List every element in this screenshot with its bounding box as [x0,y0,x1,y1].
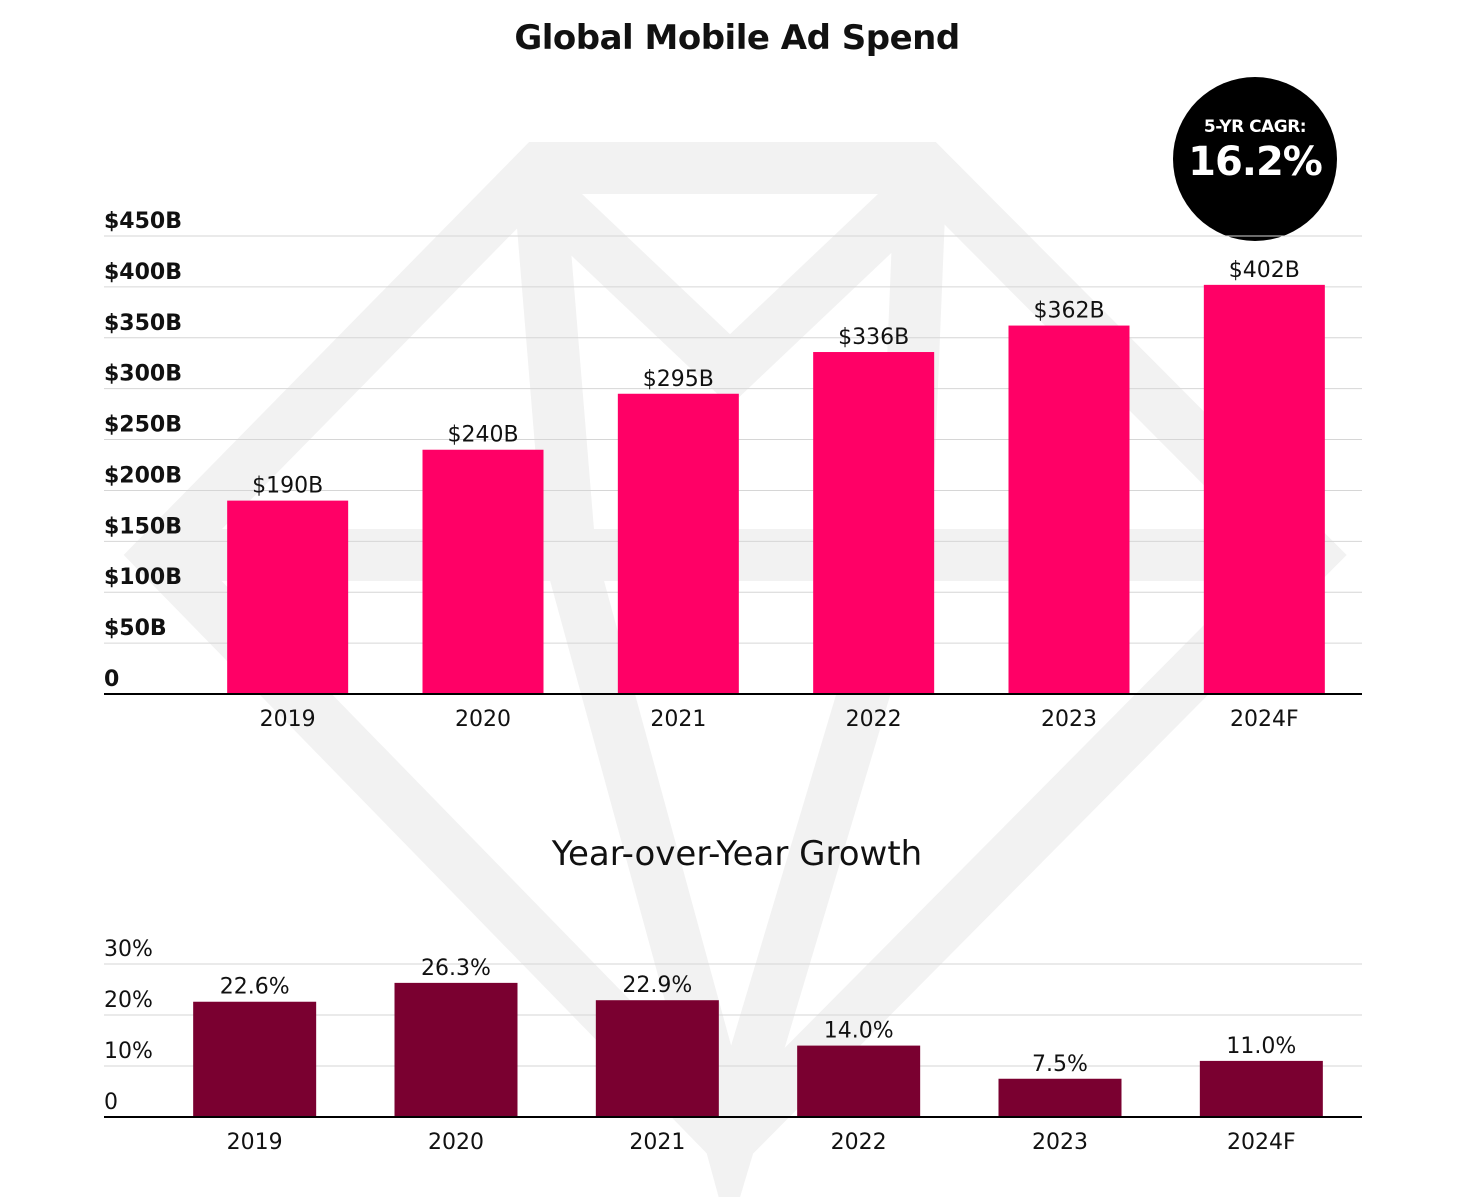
data-label: 22.6% [220,975,290,1000]
x-tick-label: 2023 [1032,1130,1088,1155]
bar [813,352,935,694]
bar [1008,325,1130,694]
y-tick-label: $450B [104,209,182,234]
x-tick-label: 2020 [455,707,511,732]
y-tick-label: $150B [104,514,182,539]
data-label: $336B [838,325,909,350]
cagr-badge-value: 16.2% [1188,139,1323,185]
data-label: $402B [1229,258,1300,283]
x-tick-label: 2022 [846,707,902,732]
x-tick-label: 2019 [260,707,316,732]
y-tick-label: $300B [104,362,182,387]
y-tick-label: $250B [104,413,182,438]
y-tick-label: $100B [104,565,182,590]
y-tick-label: $400B [104,260,182,285]
cagr-badge-label: 5-YR CAGR: [1203,117,1307,137]
bar [998,1078,1122,1117]
x-tick-label: 2024F [1230,707,1299,732]
x-tick-label: 2021 [650,707,706,732]
y-tick-label: 30% [104,937,153,962]
bar [1203,284,1325,694]
chart-title: Global Mobile Ad Spend [514,18,960,58]
bar [227,500,349,694]
bar [394,982,518,1117]
bar [422,449,544,694]
data-label: $295B [643,367,714,392]
bar [1199,1060,1323,1117]
bar [193,1001,317,1117]
data-label: 7.5% [1032,1052,1088,1077]
cagr-badge: 5-YR CAGR: 16.2% [1173,77,1337,241]
bar [617,393,739,694]
ad-spend-bar-chart: 0 $50B $100B $150B $200B $250B $300B $350B $400B… [104,209,1362,732]
bar [797,1045,921,1117]
y-tick-label: 20% [104,988,153,1013]
data-label: 26.3% [421,956,491,981]
bar [595,1000,719,1117]
data-label: 11.0% [1226,1034,1296,1059]
y-tick-label: $50B [104,616,167,641]
x-tick-label: 2024F [1227,1130,1296,1155]
x-tick-label: 2020 [428,1130,484,1155]
x-tick-label: 2022 [831,1130,887,1155]
x-tick-label: 2021 [629,1130,685,1155]
y-tick-label: 10% [104,1039,153,1064]
y-tick-label: $200B [104,463,182,488]
x-tick-label: 2019 [227,1130,283,1155]
data-label: $240B [447,423,518,448]
data-label: $362B [1033,299,1104,324]
x-tick-label: 2023 [1041,707,1097,732]
y-tick-label: 0 [104,667,119,692]
y-tick-label: $350B [104,311,182,336]
data-label: 14.0% [824,1019,894,1044]
data-label: $190B [252,474,323,499]
y-tick-label: 0 [104,1090,118,1115]
data-label: 22.9% [622,973,692,998]
growth-chart-title: Year-over-Year Growth [551,834,923,874]
